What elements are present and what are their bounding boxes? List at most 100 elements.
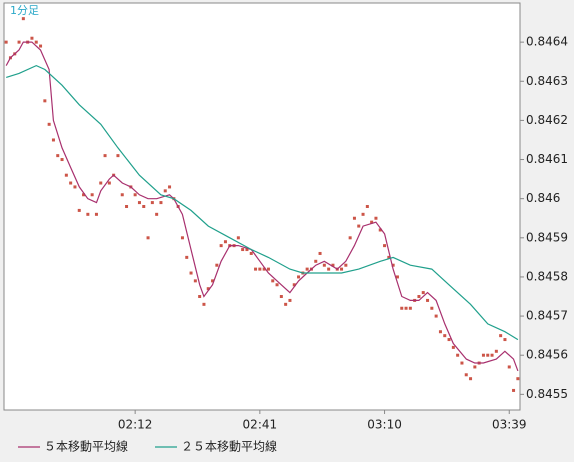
price-dot bbox=[266, 267, 270, 271]
price-dot bbox=[288, 298, 292, 302]
price-dot bbox=[447, 338, 451, 342]
price-dot bbox=[327, 267, 331, 271]
price-dot bbox=[284, 302, 288, 306]
price-dot bbox=[512, 388, 516, 392]
price-dot bbox=[198, 295, 202, 299]
y-tick-label: 0.8456 bbox=[526, 348, 568, 362]
price-dot bbox=[271, 279, 275, 283]
chart-title: 1分足 bbox=[10, 4, 39, 17]
x-tick-label: 02:12 bbox=[118, 418, 153, 432]
moving-average-line bbox=[5, 41, 519, 372]
price-dot bbox=[30, 36, 34, 40]
price-dot bbox=[254, 267, 258, 271]
price-dot bbox=[387, 255, 391, 259]
y-tick-label: 0.8462 bbox=[526, 113, 568, 127]
price-dot bbox=[460, 361, 464, 365]
price-dot bbox=[443, 334, 447, 338]
price-dot bbox=[374, 216, 378, 220]
price-dot bbox=[189, 271, 193, 275]
price-dot bbox=[120, 193, 124, 197]
price-dot bbox=[245, 248, 249, 252]
price-dot bbox=[73, 185, 77, 189]
price-dot bbox=[262, 267, 266, 271]
price-dot bbox=[456, 353, 460, 357]
price-dot bbox=[258, 267, 262, 271]
price-dot bbox=[426, 298, 430, 302]
y-tick-label: 0.8463 bbox=[526, 74, 568, 88]
price-dot bbox=[395, 275, 399, 279]
price-dot bbox=[434, 314, 438, 318]
price-dot bbox=[77, 208, 81, 212]
price-dot bbox=[314, 259, 318, 263]
price-dot bbox=[150, 201, 154, 205]
price-dot bbox=[275, 283, 279, 287]
price-dot bbox=[163, 189, 167, 193]
moving-average-line bbox=[6, 64, 519, 341]
price-dot bbox=[236, 236, 240, 240]
price-dot bbox=[168, 185, 172, 189]
price-dot bbox=[340, 267, 344, 271]
price-dot bbox=[107, 181, 111, 185]
y-tick-label: 0.8455 bbox=[526, 387, 568, 401]
price-dot bbox=[69, 181, 73, 185]
price-dot bbox=[322, 263, 326, 267]
y-tick-label: 0.8457 bbox=[526, 309, 568, 323]
price-dot bbox=[125, 205, 129, 208]
price-dot bbox=[292, 283, 296, 287]
price-dot bbox=[417, 295, 421, 299]
price-dot bbox=[17, 40, 21, 44]
price-dot bbox=[331, 263, 335, 267]
price-dot bbox=[133, 193, 137, 197]
price-dot bbox=[352, 216, 356, 220]
price-dot bbox=[370, 220, 374, 224]
price-dot bbox=[438, 330, 442, 334]
price-dot bbox=[241, 248, 245, 252]
price-dot bbox=[180, 236, 184, 240]
price-dot bbox=[469, 377, 473, 381]
y-tick-label: 0.8459 bbox=[526, 230, 568, 244]
price-dot bbox=[4, 40, 8, 44]
price-dot bbox=[43, 99, 47, 103]
price-dot bbox=[56, 154, 60, 158]
price-dot bbox=[348, 236, 352, 240]
price-dot bbox=[202, 302, 206, 306]
price-dot bbox=[344, 263, 348, 267]
price-dot bbox=[404, 306, 408, 310]
legend-label: ５本移動平均線 bbox=[44, 439, 128, 454]
price-dot bbox=[219, 244, 223, 248]
price-dot bbox=[391, 263, 395, 267]
price-dot bbox=[47, 122, 51, 126]
price-dot bbox=[473, 365, 477, 369]
y-tick-label: 0.846 bbox=[526, 191, 560, 205]
price-dot bbox=[305, 267, 309, 271]
price-dot bbox=[490, 353, 494, 357]
y-tick-label: 0.8458 bbox=[526, 269, 568, 283]
price-dot bbox=[211, 279, 215, 283]
price-dot bbox=[400, 306, 404, 310]
price-dot bbox=[215, 263, 219, 267]
price-dot bbox=[499, 334, 503, 338]
price-dot bbox=[421, 291, 425, 295]
price-dot bbox=[206, 287, 210, 291]
price-dot bbox=[503, 338, 507, 342]
price-dot bbox=[464, 373, 468, 377]
price-dot bbox=[99, 181, 103, 185]
x-tick-label: 02:41 bbox=[243, 418, 278, 432]
price-dot bbox=[516, 377, 520, 381]
y-tick-label: 0.8461 bbox=[526, 152, 568, 166]
price-dot bbox=[64, 173, 68, 177]
price-dot bbox=[90, 193, 94, 197]
price-dot bbox=[60, 158, 64, 162]
price-dot bbox=[185, 255, 189, 259]
price-dot bbox=[21, 17, 25, 21]
x-tick-label: 03:10 bbox=[367, 418, 402, 432]
price-dot bbox=[82, 193, 86, 197]
price-dot bbox=[223, 240, 227, 244]
price-dot bbox=[51, 138, 55, 142]
price-dot bbox=[408, 306, 412, 310]
price-dot bbox=[378, 228, 382, 232]
price-dot bbox=[34, 40, 38, 44]
price-dot bbox=[249, 251, 253, 255]
